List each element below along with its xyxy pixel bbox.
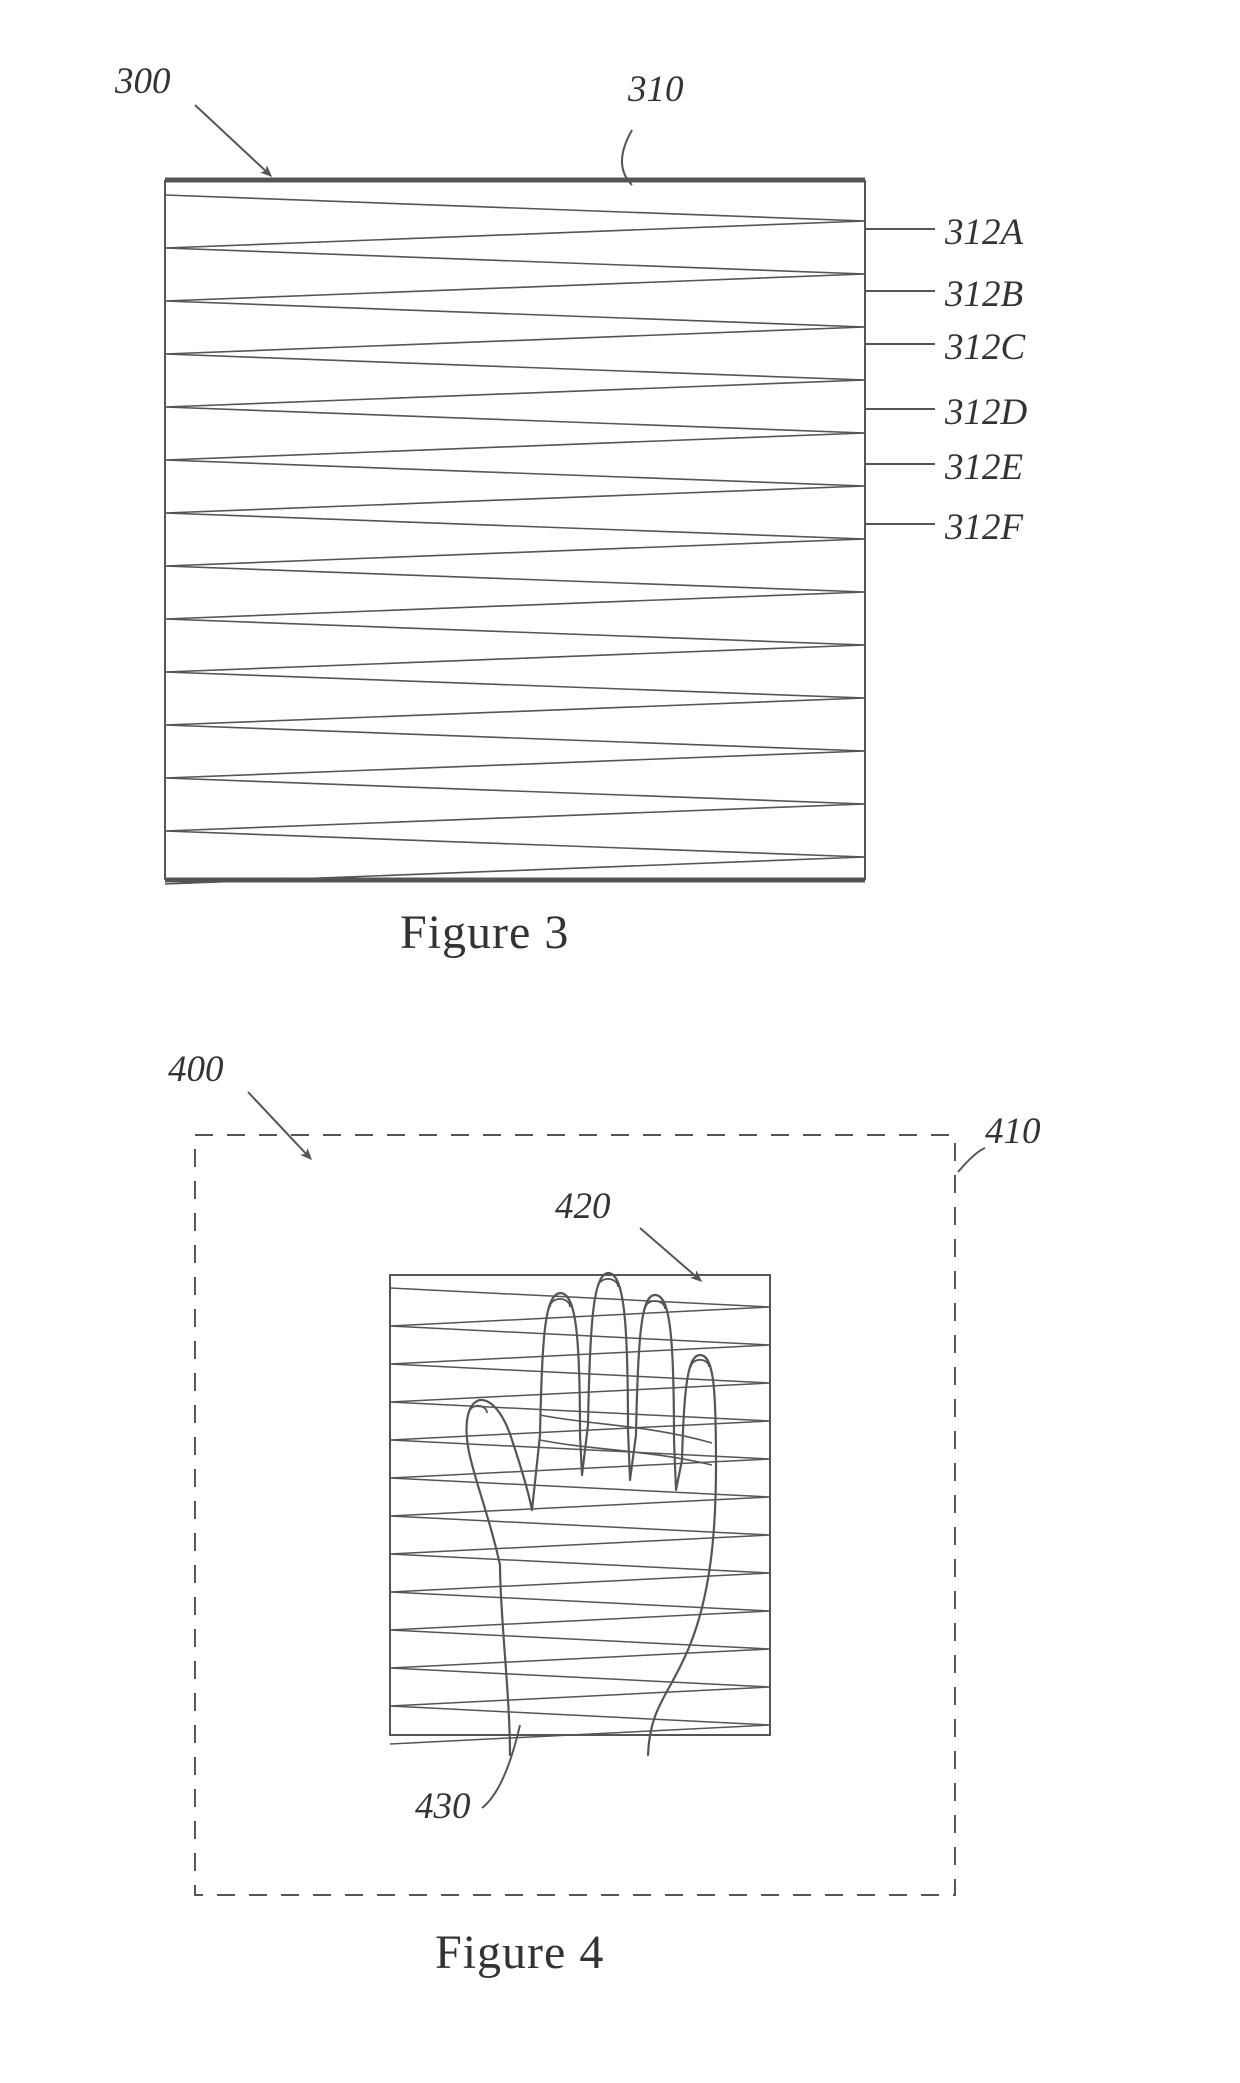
fig4-ref-label: 400 bbox=[168, 1048, 224, 1091]
fig4-outer-label: 410 bbox=[985, 1110, 1041, 1153]
page-root: 300 310 312A 312B 312C 312D 312E 312F Figure … bbox=[0, 0, 1240, 2083]
fig3-row-label: 312C bbox=[945, 326, 1025, 369]
fig3-row-label: 312B bbox=[945, 273, 1023, 316]
figure-4-drawing bbox=[0, 1000, 1240, 2083]
fig3-ref-label: 300 bbox=[115, 60, 171, 103]
fig3-row-label: 312D bbox=[945, 391, 1027, 434]
figure-3-drawing bbox=[0, 0, 1240, 1000]
fig3-caption: Figure 3 bbox=[400, 905, 569, 960]
fig3-row-label: 312E bbox=[945, 446, 1023, 489]
fig3-row-label: 312A bbox=[945, 211, 1023, 254]
fig3-row-label: 312F bbox=[945, 506, 1023, 549]
fig3-frame-label: 310 bbox=[628, 68, 684, 111]
fig4-inner-label: 420 bbox=[555, 1185, 611, 1228]
fig4-caption: Figure 4 bbox=[435, 1925, 604, 1980]
fig4-hand-label: 430 bbox=[415, 1785, 471, 1828]
